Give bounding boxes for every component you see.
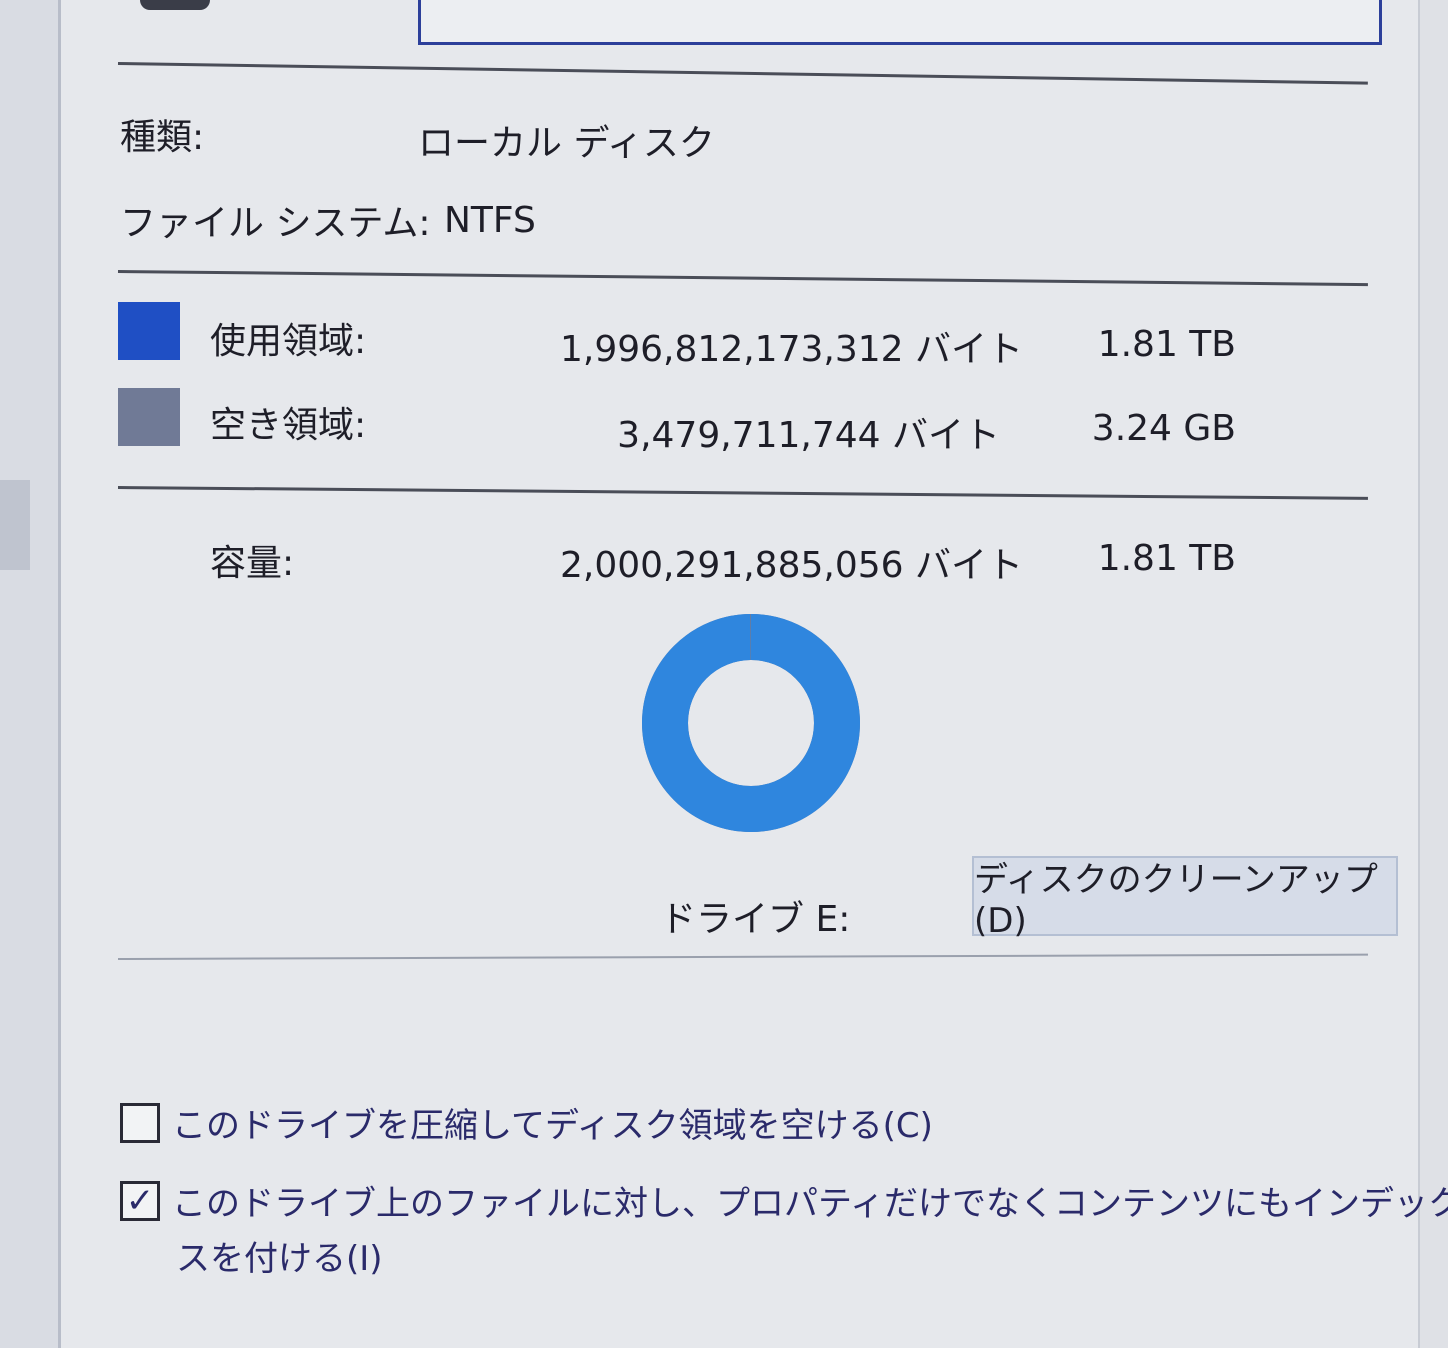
disk-usage-donut <box>642 614 860 832</box>
free-space-color-swatch <box>118 388 180 446</box>
used-space-bytes: 1,996,812,173,312 バイト <box>560 329 1023 370</box>
used-space-label: 使用領域: <box>210 321 367 362</box>
compress-label: このドライブを圧縮してディスク領域を空ける(C) <box>172 1106 933 1146</box>
index-checkbox[interactable]: ✓ <box>120 1180 160 1221</box>
capacity-size: 1.81 TB <box>1097 538 1236 579</box>
capacity-label: 容量: <box>210 543 295 584</box>
drive-label: ドライブ E: <box>660 899 851 940</box>
separator <box>117 953 1368 960</box>
type-label: 種類: <box>120 117 205 158</box>
free-space-bytes: 3,479,711,744 バイト <box>617 415 1000 456</box>
disk-cleanup-button[interactable]: ディスクのクリーンアップ(D) <box>972 856 1398 941</box>
filesystem-label: ファイル システム: <box>120 203 431 244</box>
separator <box>117 486 1368 500</box>
drive-icon <box>140 0 210 10</box>
type-value: ローカル ディスク <box>418 123 715 164</box>
free-space-label: 空き領域: <box>210 405 367 446</box>
index-label-line2: スを付ける(I) <box>176 1239 383 1279</box>
used-space-size: 1.81 TB <box>1097 324 1236 365</box>
donut-used-segment <box>642 614 860 832</box>
index-label-line1: このドライブ上のファイルに対し、プロパティだけでなくコンテンツにもインデック <box>172 1184 1448 1224</box>
capacity-bytes: 2,000,291,885,056 バイト <box>560 545 1023 586</box>
separator <box>117 270 1368 287</box>
compress-checkbox[interactable] <box>120 1102 160 1143</box>
compress-drive-option[interactable]: このドライブを圧縮してディスク領域を空ける(C) <box>120 1098 933 1147</box>
free-space-size: 3.24 GB <box>1091 408 1236 449</box>
separator <box>117 62 1368 85</box>
dialog-right-edge <box>1418 0 1448 1348</box>
used-space-color-swatch <box>118 302 180 360</box>
index-contents-option[interactable]: ✓ このドライブ上のファイルに対し、プロパティだけでなくコンテンツにもインデック… <box>120 1176 1448 1280</box>
filesystem-value: NTFS <box>444 200 536 241</box>
scrollbar-thumb <box>0 480 30 570</box>
drive-name-input[interactable] <box>418 0 1382 45</box>
background-window-strip <box>0 0 61 1348</box>
